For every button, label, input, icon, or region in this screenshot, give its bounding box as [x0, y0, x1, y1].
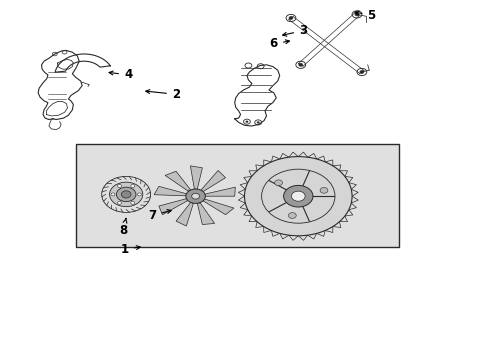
Circle shape — [320, 188, 327, 193]
Circle shape — [109, 182, 142, 207]
Circle shape — [130, 201, 134, 204]
Circle shape — [185, 189, 205, 203]
Bar — [76, 144, 398, 247]
Circle shape — [111, 193, 115, 196]
Circle shape — [291, 191, 305, 201]
Polygon shape — [204, 187, 235, 196]
Polygon shape — [190, 166, 202, 190]
Circle shape — [245, 121, 248, 123]
Circle shape — [354, 13, 358, 16]
Text: 5: 5 — [354, 9, 375, 22]
Circle shape — [137, 193, 141, 196]
Polygon shape — [202, 199, 233, 215]
Text: 7: 7 — [148, 209, 171, 222]
Circle shape — [116, 187, 136, 202]
Circle shape — [298, 63, 302, 66]
Circle shape — [359, 71, 363, 73]
Circle shape — [117, 201, 121, 204]
Text: 1: 1 — [121, 243, 140, 256]
Circle shape — [274, 180, 282, 186]
Circle shape — [288, 17, 292, 19]
Circle shape — [121, 191, 131, 198]
Circle shape — [117, 185, 121, 188]
Polygon shape — [154, 186, 187, 196]
Circle shape — [283, 185, 312, 207]
Polygon shape — [159, 198, 187, 215]
Circle shape — [256, 121, 259, 123]
Text: 2: 2 — [145, 88, 180, 101]
Circle shape — [288, 213, 296, 219]
Circle shape — [131, 185, 134, 188]
Circle shape — [191, 193, 199, 199]
Text: 8: 8 — [119, 218, 127, 237]
Polygon shape — [176, 202, 193, 226]
Polygon shape — [165, 171, 191, 191]
Text: 3: 3 — [282, 24, 306, 37]
Text: 6: 6 — [269, 37, 289, 50]
Polygon shape — [201, 171, 225, 192]
Polygon shape — [197, 203, 214, 225]
Circle shape — [244, 157, 351, 236]
Text: 4: 4 — [109, 68, 132, 81]
